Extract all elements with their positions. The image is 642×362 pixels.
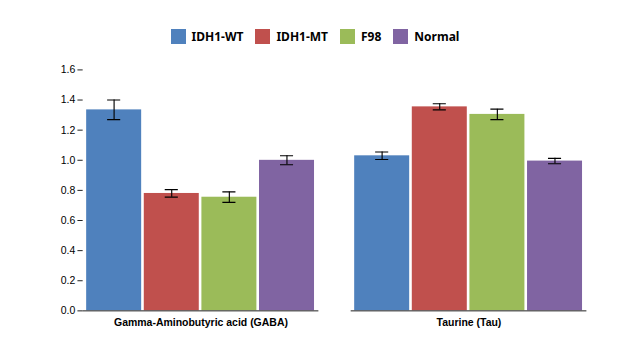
html-text:F98: F98 [361,28,382,45]
svg-text:0.2: 0.2 [61,275,76,286]
svg-text:0.8: 0.8 [61,185,76,196]
svg-text:Taurine (Tau): Taurine (Tau) [437,317,502,328]
svg-text:0.0: 0.0 [61,305,76,316]
html-text:IDH1-MT: IDH1-MT [276,28,328,45]
svg-text:1.2: 1.2 [61,125,76,136]
svg-text:Gamma-Aminobutyric acid (GABA): Gamma-Aminobutyric acid (GABA) [114,317,288,328]
svg-text:1.6: 1.6 [61,64,76,75]
svg-text:1.0: 1.0 [61,155,76,166]
html-text:Normal: Normal [414,28,460,45]
svg-text:1.4: 1.4 [61,94,76,105]
svg-text:0.6: 0.6 [61,215,76,226]
svg-text:0.4: 0.4 [61,245,76,256]
html-text:IDH1-WT: IDH1-WT [191,28,244,45]
